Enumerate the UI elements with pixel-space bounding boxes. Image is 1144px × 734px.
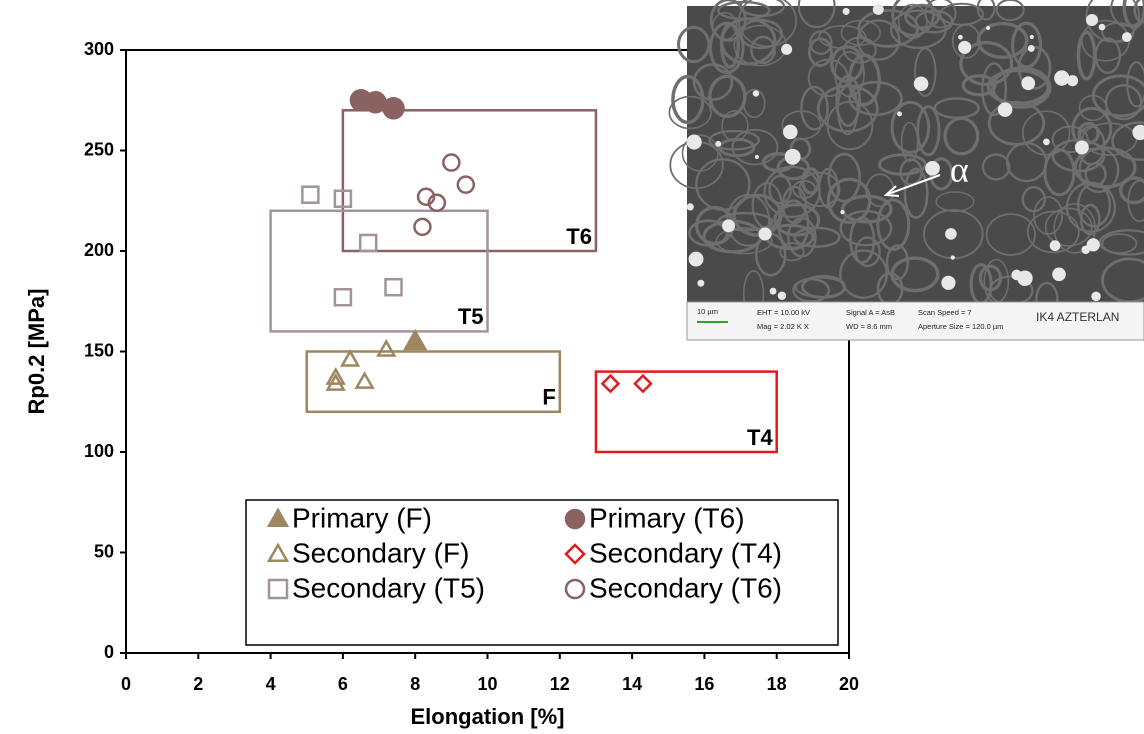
particle [689,252,704,267]
point [635,376,651,392]
particle [998,102,1013,117]
particle [1122,32,1132,42]
point [443,155,459,171]
particle [914,76,929,91]
y-tick-label: 0 [104,642,114,662]
particle [722,219,735,232]
particle [958,41,971,54]
y-axis-title: Rp0.2 [MPa] [24,289,49,415]
x-tick-label: 0 [121,674,131,694]
particle [781,44,792,55]
x-tick-label: 12 [550,674,570,694]
point [378,341,394,355]
particle [1050,240,1061,251]
y-tick-label: 100 [84,441,114,461]
scale-text: 10 µm [697,307,718,316]
particle [897,111,902,116]
particle [951,255,955,259]
y-tick-label: 300 [84,39,114,59]
particle [1030,35,1034,39]
particle [1054,70,1069,85]
info-text: Scan Speed = 7 [918,308,972,317]
legend-label: Primary (T6) [589,502,745,533]
x-tick-label: 8 [410,674,420,694]
particle [986,26,990,30]
legend-label: Secondary (F) [292,537,469,568]
micrograph-inset: α 10 µm EHT = 10.00 kV Mag = 2.02 K X Si… [669,0,1144,340]
particle [1075,141,1089,155]
x-tick-label: 2 [193,674,203,694]
particle [1091,292,1101,302]
region-box [343,110,596,251]
info-text: WD = 8.6 mm [846,322,892,331]
legend-label: Secondary (T4) [589,537,782,568]
legend-label: Secondary (T5) [292,572,485,603]
info-text: Signal A = AsB [846,308,895,317]
particle [925,161,940,176]
particle [1028,45,1035,52]
particle [1043,138,1050,145]
point [405,331,425,349]
point [458,177,474,193]
region-label: F [542,385,555,410]
particle [770,288,777,295]
particle [1099,24,1106,31]
legend-marker [566,510,584,528]
particle [783,125,798,140]
particle [697,280,704,287]
phase-label: α [950,149,969,189]
particle [843,8,850,15]
particle [1017,270,1032,285]
point [414,219,430,235]
point [384,98,404,118]
particle [945,228,957,240]
particle [1052,267,1066,281]
x-tick-label: 18 [767,674,787,694]
y-tick-label: 200 [84,240,114,260]
info-text: Mag = 2.02 K X [757,322,809,331]
particle [785,149,801,165]
y-tick-label: 250 [84,139,114,159]
particle [1021,76,1035,90]
legend-label: Secondary (T6) [589,572,782,603]
particle [941,276,955,290]
point [357,374,373,388]
y-tick-label: 150 [84,340,114,360]
point [386,279,402,295]
particle [715,141,721,147]
y-tick-label: 50 [94,541,114,561]
logo: IK4 AZTERLAN [1036,310,1119,324]
x-tick-label: 20 [839,674,859,694]
x-tick-label: 10 [477,674,497,694]
region-label: T6 [566,224,592,249]
x-axis-title: Elongation [%] [411,704,565,729]
x-tick-label: 16 [694,674,714,694]
particle [1086,14,1098,26]
region-label: T4 [747,425,773,450]
particle [1087,238,1100,251]
point [302,187,318,203]
particle [958,35,963,40]
point [360,235,376,251]
particle [687,135,702,150]
particle [759,227,772,240]
point [342,352,358,366]
particle [755,155,759,159]
particle [687,203,694,210]
x-tick-label: 4 [266,674,276,694]
info-text: EHT = 10.00 kV [757,308,810,317]
particle [753,90,759,96]
legend-label: Primary (F) [292,502,432,533]
chart: 0 50 100 150 200 250 300 0 2 4 6 8 10 12 14 16 18 20 Elong… [0,0,1144,734]
x-tick-label: 6 [338,674,348,694]
info-text: Aperture Size = 120.0 µm [918,322,1003,331]
particle [840,210,844,214]
particle [873,4,884,15]
x-tick-label: 14 [622,674,642,694]
point [335,289,351,305]
point [602,376,618,392]
particle [778,292,786,300]
region-box [271,211,488,332]
region-label: T5 [458,304,484,329]
